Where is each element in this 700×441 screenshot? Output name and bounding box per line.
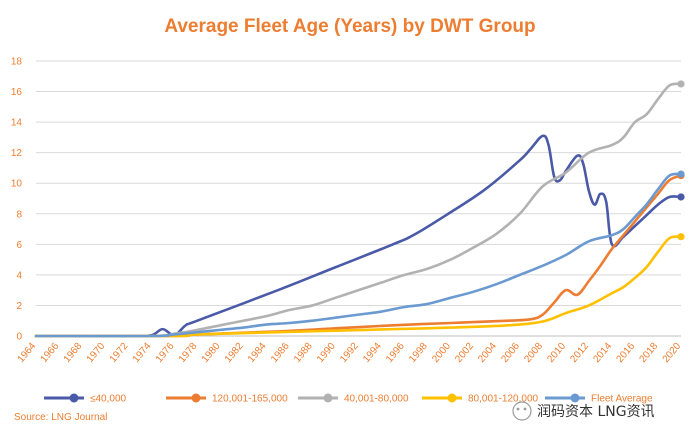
series-line-4 bbox=[34, 172, 683, 338]
x-tick-label: 1994 bbox=[361, 341, 384, 365]
wechat-icon bbox=[512, 401, 532, 421]
y-tick-label: 6 bbox=[16, 240, 22, 251]
gridlines bbox=[36, 60, 681, 337]
x-tick-label: 2000 bbox=[430, 341, 453, 365]
series-end-marker-2 bbox=[677, 80, 685, 88]
y-tick-label: 4 bbox=[16, 270, 22, 281]
legend-swatch-marker-1 bbox=[191, 393, 201, 403]
x-tick-label: 1974 bbox=[131, 341, 154, 365]
legend-swatch-marker-4 bbox=[570, 393, 580, 403]
x-tick-label: 1966 bbox=[39, 341, 62, 365]
watermark-text: 润码资本 LNG资讯 bbox=[537, 404, 655, 420]
y-tick-label: 10 bbox=[11, 179, 23, 190]
y-tick-label: 12 bbox=[11, 148, 23, 159]
y-tick-label: 16 bbox=[11, 87, 23, 98]
legend-swatch-marker-0 bbox=[69, 393, 79, 403]
wechat-icon-eye-left bbox=[516, 407, 520, 411]
series-lines bbox=[34, 80, 685, 338]
x-tick-label: 1992 bbox=[338, 341, 361, 365]
legend-label-1: 120,001-165,000 bbox=[212, 394, 288, 405]
x-tick-label: 1980 bbox=[200, 341, 223, 365]
y-tick-label: 14 bbox=[11, 118, 23, 129]
series-end-marker-0 bbox=[677, 193, 685, 201]
y-tick-label: 8 bbox=[16, 209, 22, 220]
legend-label-0: ≤40,000 bbox=[90, 394, 127, 405]
x-tick-label: 1964 bbox=[16, 341, 39, 365]
series-end-marker-4 bbox=[677, 170, 685, 178]
legend-label-3: 80,001-120,000 bbox=[468, 394, 539, 405]
x-tick-label: 1984 bbox=[246, 341, 269, 365]
x-tick-label: 1976 bbox=[154, 341, 177, 365]
x-tick-label: 2012 bbox=[568, 341, 591, 365]
x-axis-ticks: 1964 1966 1968 1970 1972 1974 1976 1978 1980 1982… bbox=[16, 341, 684, 365]
x-tick-label: 2018 bbox=[638, 341, 661, 365]
x-tick-label: 1978 bbox=[177, 341, 200, 365]
source-note: Source: LNG Journal bbox=[14, 412, 107, 423]
series-line-1 bbox=[34, 174, 683, 338]
x-tick-label: 1982 bbox=[223, 341, 246, 365]
legend: ≤40,000 120,001-165,000 40,001-80,000 80,00… bbox=[44, 393, 653, 405]
x-tick-label: 1996 bbox=[384, 341, 407, 365]
x-tick-label: 1990 bbox=[315, 341, 338, 365]
x-tick-label: 1968 bbox=[62, 341, 85, 365]
x-tick-label: 2006 bbox=[499, 341, 522, 365]
x-tick-label: 1986 bbox=[269, 341, 292, 365]
legend-swatch-marker-2 bbox=[323, 393, 333, 403]
series-end-marker-3 bbox=[677, 233, 685, 241]
y-tick-label: 0 bbox=[16, 332, 22, 343]
x-tick-label: 2010 bbox=[545, 341, 568, 365]
y-tick-label: 18 bbox=[11, 57, 23, 68]
x-tick-label: 2004 bbox=[476, 341, 499, 365]
x-tick-label: 1998 bbox=[407, 341, 430, 365]
y-axis-ticks: 0 2 4 6 8 10 12 14 16 18 bbox=[11, 57, 23, 343]
legend-label-4: Fleet Average bbox=[591, 394, 653, 405]
x-tick-label: 2014 bbox=[591, 341, 614, 365]
x-tick-label: 1988 bbox=[292, 341, 315, 365]
x-tick-label: 2008 bbox=[522, 341, 545, 365]
legend-label-2: 40,001-80,000 bbox=[344, 394, 409, 405]
chart-title: Average Fleet Age (Years) by DWT Group bbox=[164, 16, 535, 37]
x-tick-label: 1972 bbox=[108, 341, 131, 365]
x-tick-label: 2016 bbox=[614, 341, 637, 365]
series-line-3 bbox=[34, 235, 683, 338]
x-tick-label: 2020 bbox=[661, 341, 684, 365]
series-line-2 bbox=[34, 82, 683, 338]
watermark: 润码资本 LNG资讯 bbox=[512, 401, 655, 421]
x-tick-label: 2002 bbox=[453, 341, 476, 365]
x-tick-label: 1970 bbox=[85, 341, 108, 365]
y-tick-label: 2 bbox=[16, 301, 22, 312]
wechat-icon-eye-right bbox=[523, 407, 527, 411]
legend-swatch-marker-3 bbox=[447, 393, 457, 403]
